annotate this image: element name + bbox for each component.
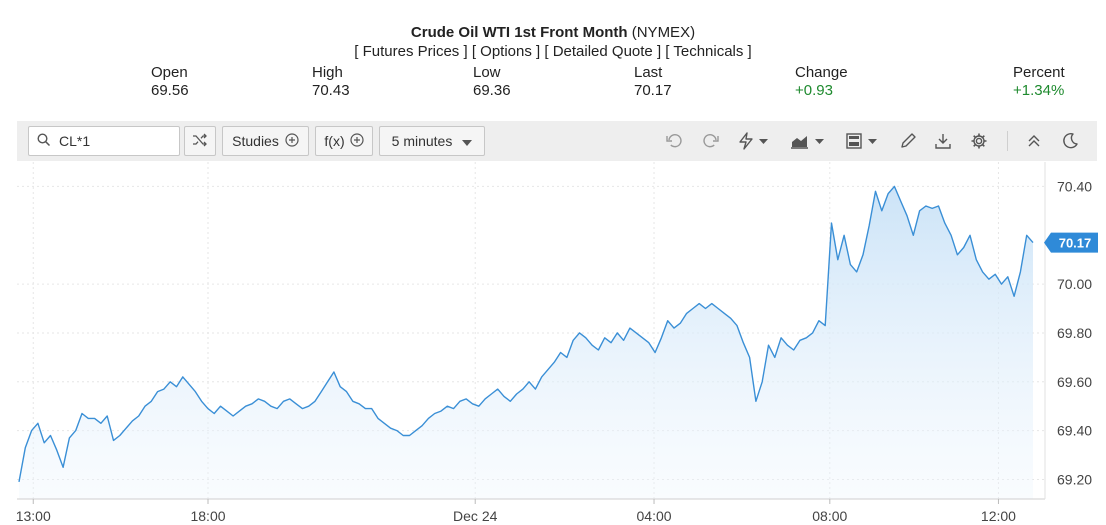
options-link[interactable]: [ Options ] <box>471 43 541 60</box>
x-tick-labels: 13:00 18:00 Dec 24 04:00 08:00 12:00 <box>16 499 1016 524</box>
symbol-search[interactable]: CL*1 <box>28 126 180 156</box>
instrument-name: Crude Oil WTI 1st Front Month <box>410 24 628 41</box>
technicals-link[interactable]: [ Technicals ] <box>665 43 752 60</box>
x-tick-label: 04:00 <box>637 508 672 524</box>
layout-icon[interactable] <box>844 131 882 151</box>
page-title: Crude Oil WTI 1st Front Month (NYMEX) <box>0 24 1106 41</box>
stat-high: High 70.43 <box>312 64 350 100</box>
last-price-badge: 70.17 <box>1044 232 1098 253</box>
search-icon <box>37 132 51 150</box>
x-tick-label: 08:00 <box>812 508 847 524</box>
compare-button[interactable] <box>184 126 216 156</box>
shuffle-icon <box>192 133 208 150</box>
y-tick-label: 69.80 <box>1057 325 1092 341</box>
quote-links: [ Futures Prices ] [ Options ] [ Detaile… <box>0 43 1106 60</box>
stat-percent: Percent +1.34% <box>1013 64 1065 100</box>
interval-select[interactable]: 5 minutes <box>379 126 485 156</box>
stat-low-value: 69.36 <box>473 82 511 99</box>
stat-percent-value: +1.34% <box>1013 82 1065 99</box>
undo-icon[interactable] <box>663 131 685 151</box>
price-line <box>18 185 1034 483</box>
stat-low-label: Low <box>473 64 501 81</box>
detailed-quote-link[interactable]: [ Detailed Quote ] <box>544 43 662 60</box>
fx-label: f(x) <box>324 133 345 149</box>
collapse-icon[interactable] <box>1023 131 1045 151</box>
stat-open-value: 69.56 <box>151 82 189 99</box>
y-tick-labels: 69.20 69.40 69.60 69.80 70.00 70.40 <box>1057 178 1092 487</box>
x-tick-label: 12:00 <box>981 508 1016 524</box>
stat-last-label: Last <box>634 64 663 81</box>
x-tick-label: 13:00 <box>16 508 51 524</box>
stat-percent-label: Percent <box>1013 64 1065 81</box>
x-tick-label: 18:00 <box>190 508 225 524</box>
toolbar-divider <box>1007 131 1008 151</box>
studies-label: Studies <box>232 133 279 149</box>
y-tick-label: 70.40 <box>1057 178 1092 194</box>
symbol-input-value[interactable]: CL*1 <box>59 133 91 149</box>
stat-last: Last 70.17 <box>634 64 672 100</box>
gear-icon[interactable] <box>968 131 990 151</box>
interval-label: 5 minutes <box>391 133 453 149</box>
last-price-badge-value: 70.17 <box>1059 236 1092 251</box>
last-price-badge-shape <box>1044 232 1098 253</box>
chart-toolbar: CL*1 Studies f(x) 5 minutes <box>17 121 1097 161</box>
stat-change-label: Change <box>795 64 848 81</box>
stat-change-value: +0.93 <box>795 82 833 99</box>
area-chart-icon[interactable] <box>789 131 827 151</box>
stat-last-value: 70.17 <box>634 82 672 99</box>
exchange-name: (NYMEX) <box>631 24 696 41</box>
lightning-icon[interactable] <box>735 131 771 151</box>
y-tick-label: 69.40 <box>1057 423 1092 439</box>
caret-down-icon <box>462 133 473 149</box>
y-tick-label: 69.20 <box>1057 471 1092 487</box>
plus-circle-icon <box>350 132 364 150</box>
stat-open-label: Open <box>151 64 188 81</box>
price-chart[interactable]: 69.20 69.40 69.60 69.80 70.00 70.40 13:00 18:0… <box>0 162 1106 525</box>
y-tick-label: 70.00 <box>1057 276 1092 292</box>
stat-high-value: 70.43 <box>312 82 350 99</box>
stat-high-label: High <box>312 64 343 81</box>
futures-prices-link[interactable]: [ Futures Prices ] <box>354 43 468 60</box>
stat-low: Low 69.36 <box>473 64 511 100</box>
stat-change: Change +0.93 <box>795 64 848 100</box>
plus-circle-icon <box>285 132 299 150</box>
function-button[interactable]: f(x) <box>315 126 373 156</box>
stat-open: Open 69.56 <box>151 64 189 100</box>
pencil-icon[interactable] <box>897 131 919 151</box>
download-icon[interactable] <box>932 131 954 151</box>
y-tick-label: 69.60 <box>1057 374 1092 390</box>
moon-icon[interactable] <box>1059 131 1081 151</box>
studies-button[interactable]: Studies <box>222 126 309 156</box>
x-tick-label: Dec 24 <box>453 508 498 524</box>
price-area <box>19 186 1033 499</box>
redo-icon[interactable] <box>700 131 722 151</box>
